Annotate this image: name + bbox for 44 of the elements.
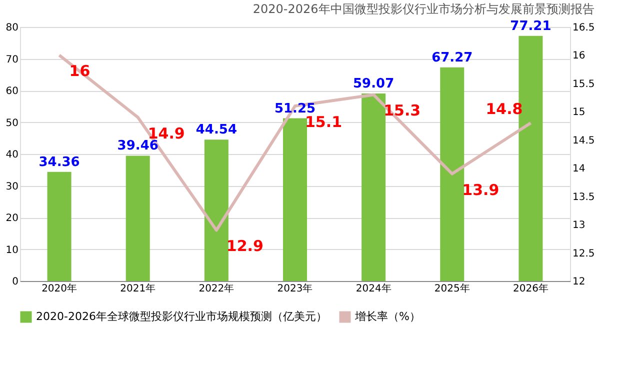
data-label: 67.27 (432, 50, 473, 66)
y-tick-label: 80 (6, 22, 18, 34)
legend-label: 2020-2026年全球微型投影仪行业市场规模预测（亿美元） (36, 310, 327, 323)
y2-tick-label: 12.5 (572, 248, 595, 260)
x-tick-label: 2021年 (120, 282, 156, 294)
x-tick-label: 2024年 (356, 282, 392, 294)
data-label: 16 (69, 62, 90, 80)
y-tick-label: 30 (6, 181, 18, 192)
legend-label: 增长率（%） (354, 310, 420, 323)
y-tick-label: 20 (6, 213, 18, 224)
y2-tick-label: 15 (572, 107, 586, 118)
y2-tick-label: 13.5 (572, 192, 595, 203)
y-tick-label: 50 (6, 118, 18, 129)
y2-tick-label: 14.5 (572, 135, 595, 146)
x-tick-label: 2022年 (198, 282, 234, 294)
chart-title: 2020-2026年中国微型投影仪行业市场分析与发展前景预测报告 (252, 2, 594, 16)
data-label: 51.25 (274, 101, 316, 116)
x-tick-label: 2020年 (42, 282, 78, 294)
bar (47, 172, 72, 281)
y2-tick-label: 16.5 (572, 22, 595, 34)
y-tick-label: 70 (6, 54, 18, 66)
data-label: 15.3 (384, 102, 421, 120)
y2-tick-label: 12 (572, 276, 586, 288)
x-tick-label: 2023年 (277, 282, 313, 294)
data-label: 44.54 (196, 122, 237, 138)
data-label: 39.46 (117, 138, 158, 154)
data-label: 59.07 (353, 76, 394, 92)
y2-tick-label: 14 (572, 164, 586, 175)
bar (362, 93, 386, 281)
y2-tick-label: 15.5 (572, 78, 595, 90)
data-label: 77.21 (510, 18, 552, 34)
y-tick-label: 60 (6, 86, 18, 97)
y-tick-label: 10 (6, 244, 18, 256)
y2-tick-label: 16 (572, 50, 586, 62)
y-tick-label: 0 (12, 276, 18, 288)
data-label: 34.36 (38, 154, 80, 170)
y-tick-label: 40 (6, 150, 18, 160)
bar (204, 140, 228, 281)
bar (283, 118, 307, 281)
x-tick-label: 2026年 (512, 282, 548, 294)
bar (440, 67, 464, 281)
y2-tick-label: 13 (572, 220, 586, 232)
x-tick-label: 2025年 (434, 282, 470, 294)
bar (126, 156, 150, 281)
